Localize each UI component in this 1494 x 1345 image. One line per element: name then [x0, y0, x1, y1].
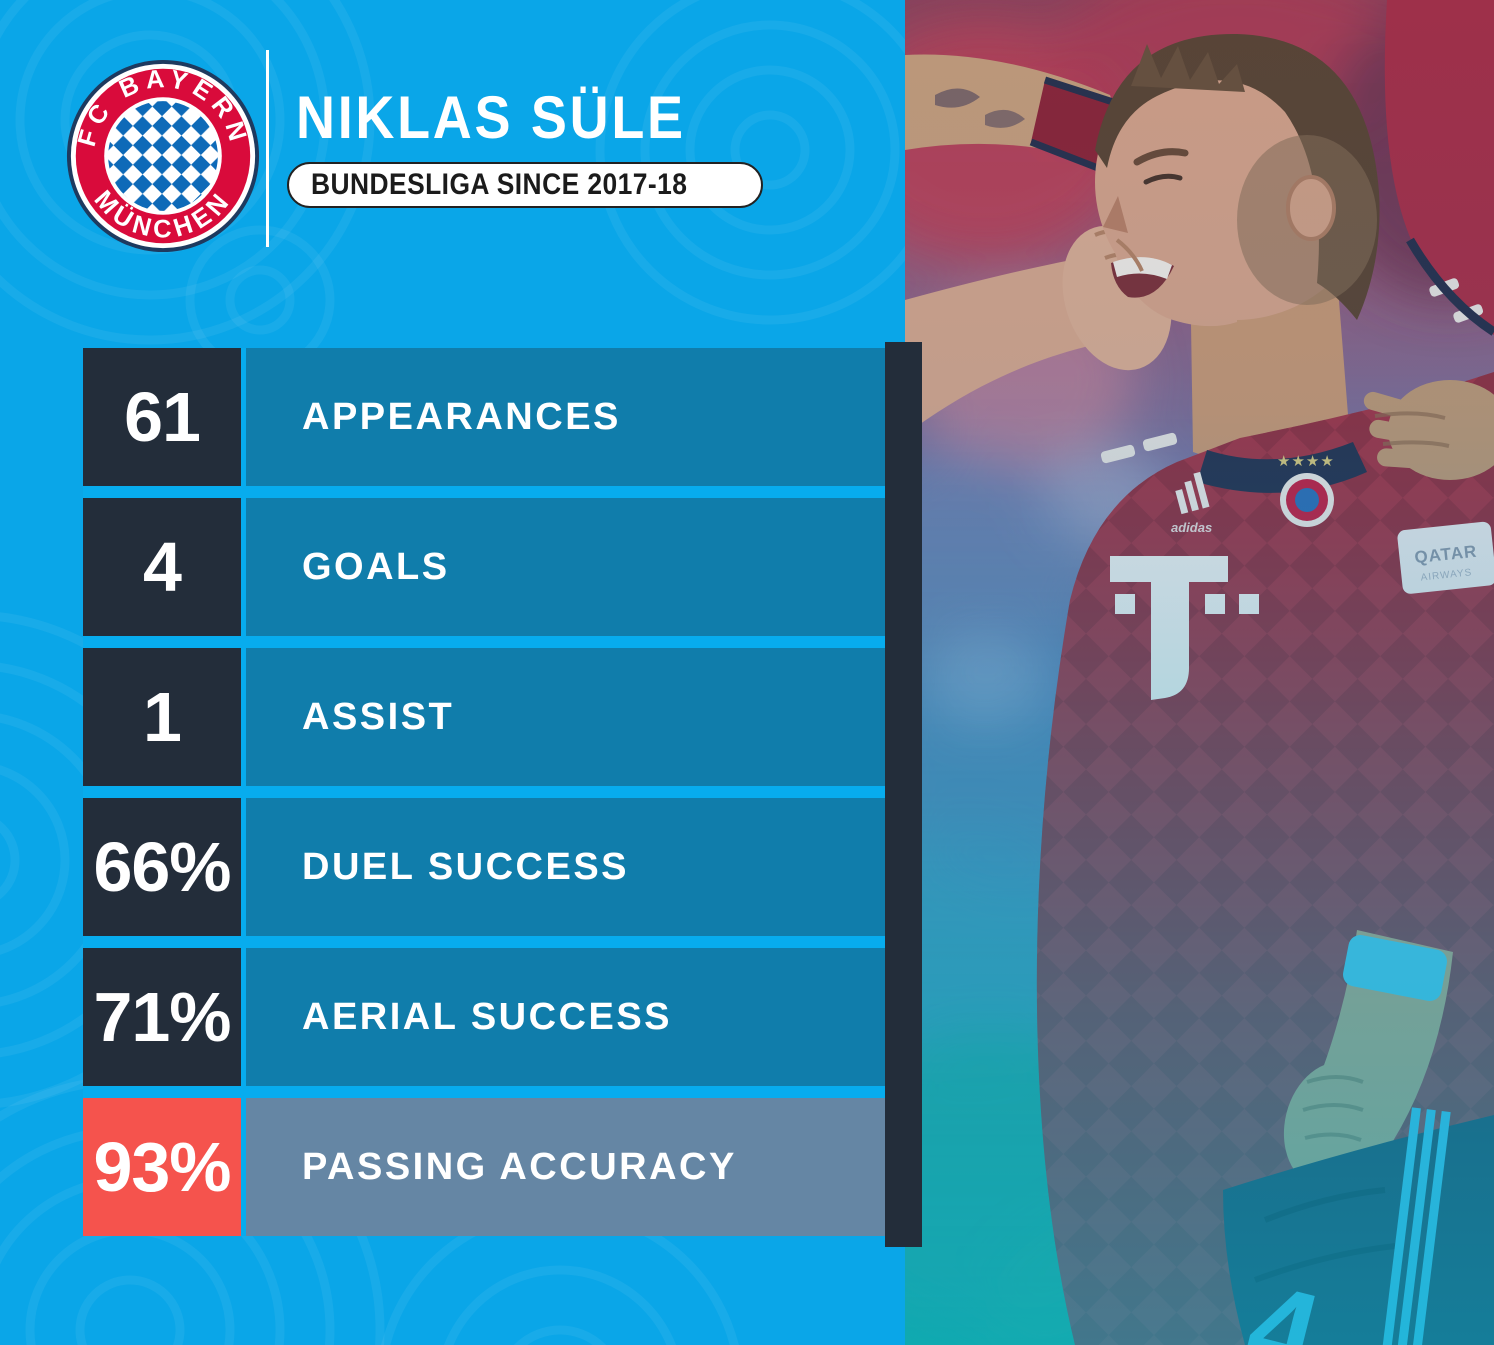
stat-label: APPEARANCES — [246, 348, 885, 486]
player-name: NIKLAS SÜLE — [296, 84, 686, 151]
header-divider — [266, 50, 269, 247]
stats-side-strip — [885, 342, 922, 1247]
teal-tint-overlay — [905, 0, 1494, 1345]
competition-badge-label: BUNDESLIGA SINCE 2017-18 — [311, 168, 688, 201]
player-photo: adidas ★★★★ QATAR AIRWAYS — [905, 0, 1494, 1345]
stat-label: AERIAL SUCCESS — [246, 948, 885, 1086]
stat-value: 93% — [83, 1098, 241, 1236]
stat-row-appearances: 61 APPEARANCES — [83, 348, 885, 486]
stat-row-assist: 1 ASSIST — [83, 648, 885, 786]
stat-label: PASSING ACCURACY — [246, 1098, 885, 1236]
stat-row-passing-accuracy: 93% PASSING ACCURACY — [83, 1098, 885, 1236]
crest-lozenge-core — [108, 101, 218, 211]
stat-label: DUEL SUCCESS — [246, 798, 885, 936]
stat-value: 4 — [83, 498, 241, 636]
stat-value: 66% — [83, 798, 241, 936]
competition-badge: BUNDESLIGA SINCE 2017-18 — [287, 162, 763, 208]
stat-value: 1 — [83, 648, 241, 786]
stat-label: GOALS — [246, 498, 885, 636]
stat-row-duel-success: 66% DUEL SUCCESS — [83, 798, 885, 936]
circle-group — [595, 0, 945, 325]
club-crest: FC BAYERN MÜNCHEN — [66, 59, 260, 253]
stat-value: 61 — [83, 348, 241, 486]
stat-row-aerial-success: 71% AERIAL SUCCESS — [83, 948, 885, 1086]
stat-label: ASSIST — [246, 648, 885, 786]
stat-row-goals: 4 GOALS — [83, 498, 885, 636]
stat-value: 71% — [83, 948, 241, 1086]
stats-panel: 61 APPEARANCES 4 GOALS 1 ASSIST 66% DUEL… — [83, 342, 922, 1247]
